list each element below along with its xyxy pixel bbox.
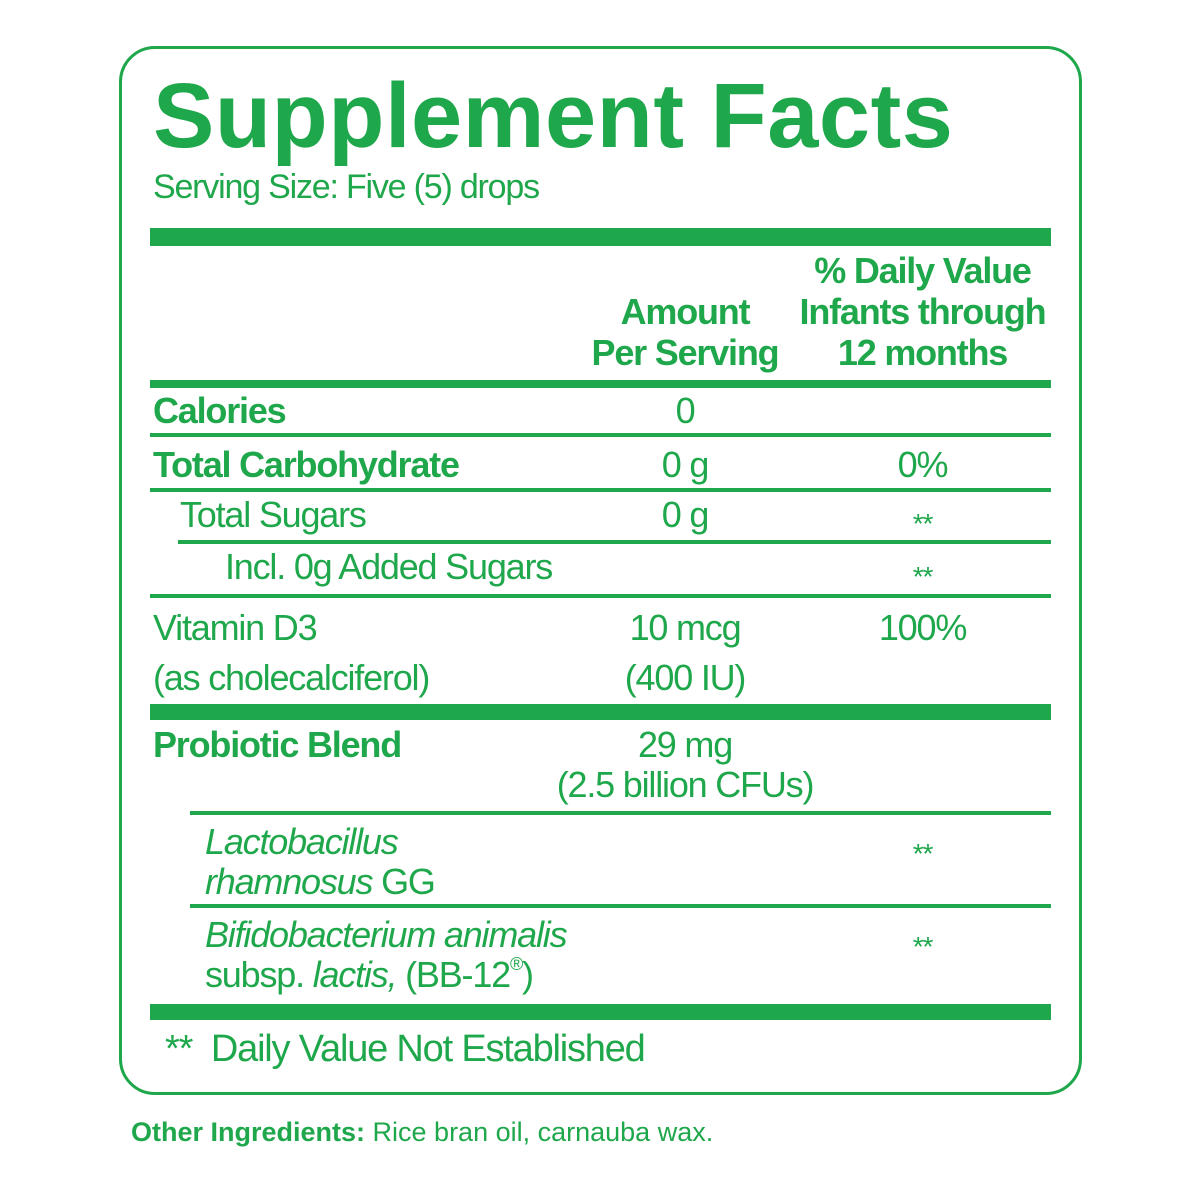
subsp-label: subsp. (205, 954, 305, 995)
row-bb12-dv: ** (912, 931, 934, 962)
row-vitd-amount-line2: (400 IU) (624, 657, 747, 698)
row-calories-name: Calories (153, 390, 287, 431)
subspecies: lactis, (312, 954, 398, 995)
divider (178, 540, 1051, 544)
dv-header-line1: % Daily Value (814, 250, 1032, 291)
row-vitd-name-line1: Vitamin D3 (153, 607, 318, 648)
row-lgg-name-line1: Lactobacillus (205, 821, 399, 862)
amount-header-line2: Per Serving (591, 332, 780, 373)
row-lgg-strain: GG (381, 861, 436, 902)
row-lgg-species: rhamnosus (205, 861, 373, 902)
registered-mark: ® (509, 954, 523, 974)
row-probiotic-amount-line1: 29 mg (637, 724, 733, 765)
divider (150, 594, 1051, 598)
row-sugars-dv: ** (912, 508, 934, 539)
row-carb-name: Total Carbohydrate (153, 444, 460, 485)
row-carb-dv: 0% (897, 444, 949, 485)
row-added-sugars-dv: ** (912, 561, 934, 592)
divider (150, 488, 1051, 492)
facts-panel-border (119, 46, 1082, 1095)
row-probiotic-amount-line2: (2.5 billion CFUs) (556, 764, 815, 805)
other-ingredients-label: Other Ingredients: (131, 1117, 366, 1147)
row-carb-amount: 0 g (661, 444, 710, 485)
thick-divider (150, 1004, 1051, 1020)
strain: (BB-12 (405, 954, 511, 995)
dv-header-line3: 12 months (837, 332, 1008, 373)
footnote: ** Daily Value Not Established (165, 1028, 646, 1070)
divider (190, 904, 1051, 908)
row-vitd-amount-line1: 10 mcg (629, 607, 742, 648)
other-ingredients: Other Ingredients: Rice bran oil, carnau… (131, 1119, 713, 1146)
divider (190, 811, 1051, 815)
row-vitd-dv: 100% (878, 607, 967, 648)
row-calories-amount: 0 (675, 390, 696, 431)
thick-divider (150, 228, 1051, 246)
row-sugars-name: Total Sugars (180, 494, 367, 535)
row-bb12-name-line1: Bifidobacterium animalis (205, 914, 568, 955)
thick-divider (150, 704, 1051, 720)
amount-header-line1: Amount (620, 291, 751, 332)
other-ingredients-value: Rice bran oil, carnauba wax. (365, 1117, 714, 1147)
row-sugars-amount: 0 g (661, 494, 710, 535)
row-bb12-name-line2: subsp. lactis, (BB-12®) (205, 954, 534, 995)
panel-title: Supplement Facts (153, 65, 954, 167)
dv-header-line2: Infants through (799, 291, 1047, 332)
divider (150, 433, 1051, 437)
close-paren: ) (522, 954, 534, 995)
medium-divider (150, 380, 1051, 388)
row-vitd-name-line2: (as cholecalciferol) (153, 657, 430, 698)
row-added-sugars-name: Incl. 0g Added Sugars (225, 546, 553, 587)
serving-size: Serving Size: Five (5) drops (153, 168, 540, 206)
row-probiotic-name: Probiotic Blend (153, 724, 402, 765)
row-lgg-dv: ** (912, 838, 934, 869)
row-lgg-name-line2: rhamnosus GG (205, 861, 436, 902)
